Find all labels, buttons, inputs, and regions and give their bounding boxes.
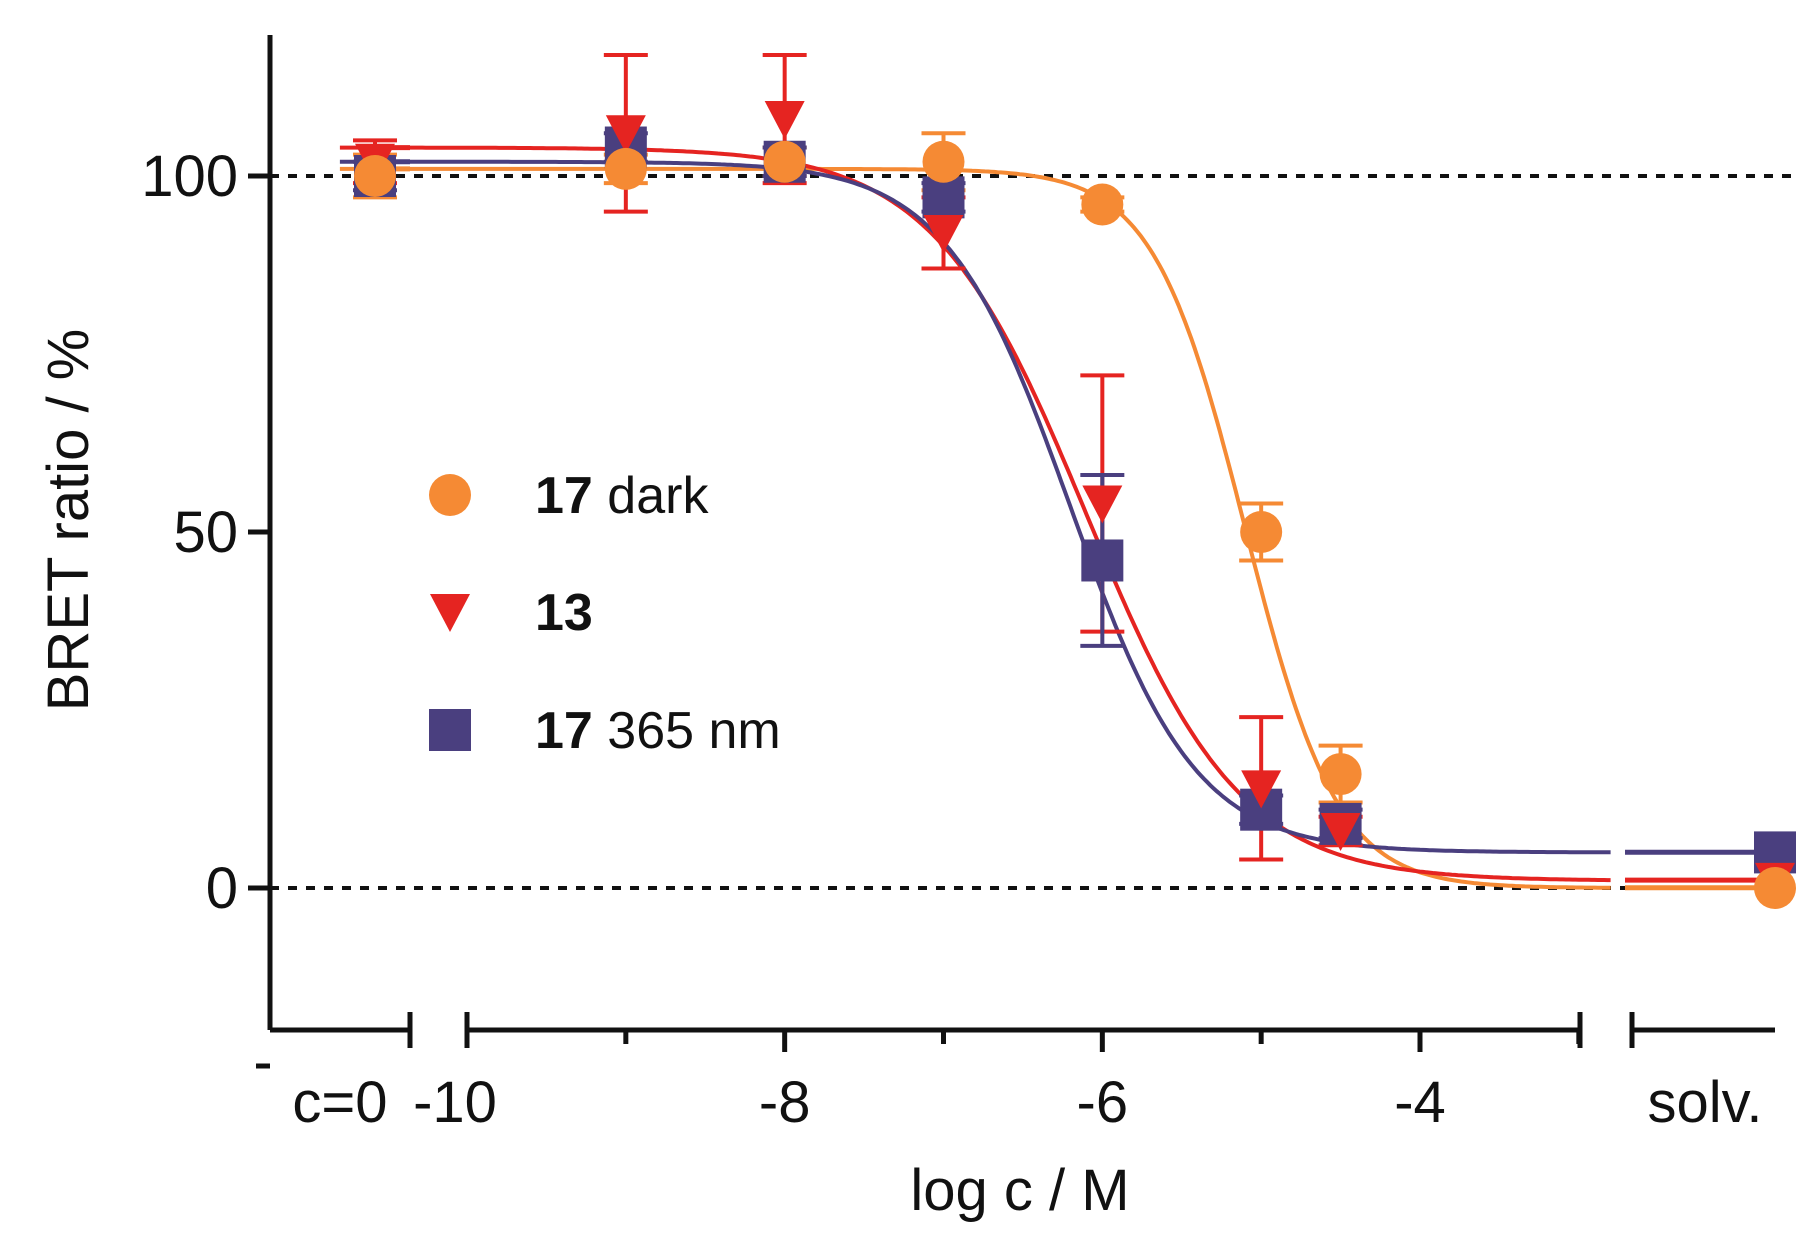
legend-label-bold: 13 <box>535 584 593 642</box>
x-axis-title: log c / M <box>910 1158 1129 1223</box>
fit-curve <box>339 166 1611 890</box>
legend-label: 17 365 nm <box>535 702 781 760</box>
legend-label-rest: 365 nm <box>593 702 781 760</box>
data-point <box>1320 813 1361 852</box>
data-point <box>1081 183 1124 226</box>
data-point <box>605 115 646 154</box>
reference-lines <box>270 174 1800 890</box>
data-point <box>923 214 964 253</box>
fit-curve <box>339 159 1611 855</box>
y-tick-label: 0 <box>206 856 238 921</box>
x-tick-label: solv. <box>1648 1070 1763 1135</box>
data-point <box>1081 539 1124 582</box>
data-markers <box>354 101 1796 909</box>
data-point <box>1319 753 1362 796</box>
fit-curves <box>339 145 1775 891</box>
data-point <box>1754 867 1796 909</box>
axes <box>248 35 1775 1069</box>
y-tick-label: 50 <box>173 500 238 565</box>
legend-label: 13 <box>535 584 593 642</box>
legend-label-bold: 17 <box>535 467 593 525</box>
data-point <box>764 101 805 140</box>
data-point <box>1240 511 1283 553</box>
legend-marker <box>429 709 471 751</box>
legend-label: 17 dark <box>535 467 709 525</box>
legend: 17 dark 13 17 365 nm <box>429 467 781 760</box>
data-point <box>604 147 647 190</box>
data-point <box>1241 770 1282 809</box>
tick-labels: 0 50 100 c=0 -10 -8 -6 -4 solv. <box>141 144 1762 1135</box>
x-tick-label: -6 <box>1077 1070 1129 1135</box>
y-tick-label: 100 <box>141 144 238 209</box>
data-point <box>354 155 396 197</box>
legend-marker <box>429 474 471 516</box>
x-tick-label: c=0 <box>292 1070 387 1135</box>
x-tick-label: -4 <box>1394 1070 1446 1135</box>
data-point <box>922 140 965 183</box>
fit-curve <box>339 145 1611 883</box>
data-point <box>1082 485 1123 524</box>
data-point <box>763 140 806 183</box>
y-axis-title: BRET ratio / % <box>36 329 101 712</box>
legend-marker <box>430 594 470 632</box>
data-point <box>922 176 965 219</box>
x-tick-label: -8 <box>759 1070 811 1135</box>
legend-label-rest: dark <box>593 467 710 525</box>
legend-label-bold: 17 <box>535 702 593 760</box>
x-tick-label: -10 <box>413 1070 497 1135</box>
